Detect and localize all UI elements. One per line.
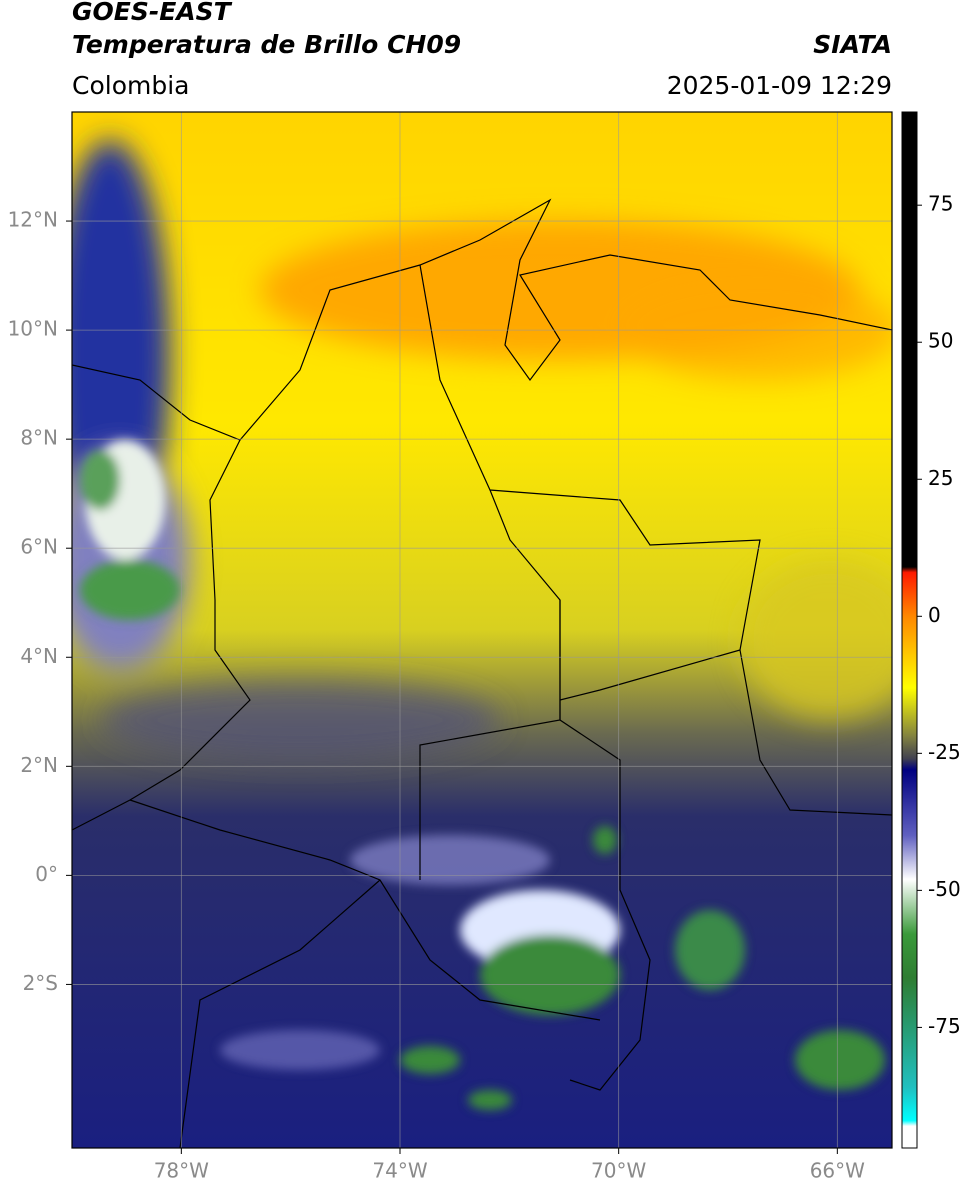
y-tick-label: 0° [35, 862, 58, 886]
y-tick-label: 4°N [20, 644, 58, 668]
y-tick-label: 6°N [20, 535, 58, 559]
y-tick-label: 12°N [8, 208, 58, 232]
region: Colombia [72, 71, 189, 100]
title: GOES-EAST [72, 0, 233, 26]
source: SIATA [813, 30, 892, 59]
colorbar-tick-label: -50 [928, 877, 961, 901]
grid [72, 112, 892, 1148]
y-tick-label: 2°N [20, 753, 58, 777]
timestamp: 2025-01-09 12:29 [667, 71, 892, 100]
satellite-image [72, 112, 892, 1148]
x-tick-label: 66°W [810, 1159, 865, 1183]
map-frame [71, 111, 893, 1149]
colorbar [901, 111, 918, 1149]
colorbar-tick-label: 0 [928, 603, 941, 627]
y-tick-label: 2°S [23, 971, 58, 995]
x-tick-label: 78°W [154, 1159, 209, 1183]
x-tick-label: 74°W [372, 1159, 427, 1183]
colorbar-tick-label: -75 [928, 1014, 961, 1038]
x-tick-label: 70°W [591, 1159, 646, 1183]
y-tick-label: 8°N [20, 426, 58, 450]
y-tick-label: 10°N [8, 317, 58, 341]
colorbar-tick-label: 50 [928, 329, 953, 353]
subtitle: Temperatura de Brillo CH09 [72, 30, 461, 59]
colorbar-tick-label: 25 [928, 466, 953, 490]
colorbar-tick-label: -25 [928, 740, 961, 764]
colorbar-tick-label: 75 [928, 192, 953, 216]
